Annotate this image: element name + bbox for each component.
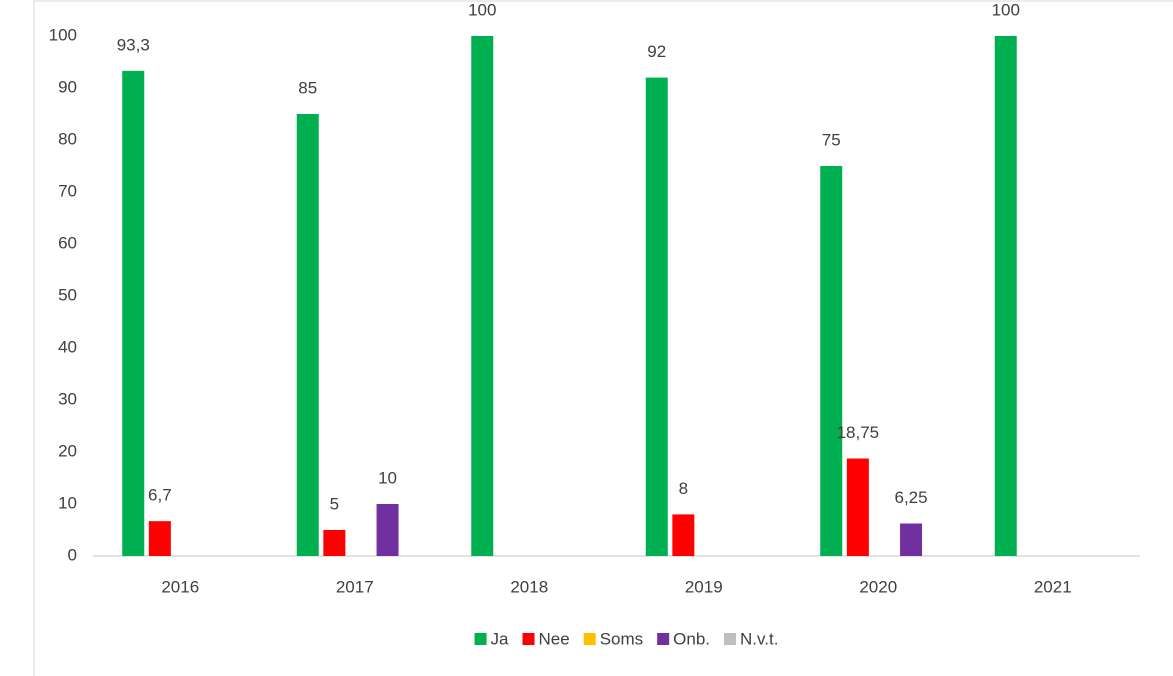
chart-frame <box>33 0 1173 676</box>
y-tick-label: 10 <box>58 493 77 512</box>
y-tick-label: 50 <box>58 285 77 304</box>
bar <box>471 36 494 556</box>
data-label: 93,3 <box>117 35 150 54</box>
bar <box>994 36 1017 556</box>
data-label: 92 <box>647 42 666 61</box>
bar <box>122 70 145 556</box>
data-label: 6,25 <box>895 488 928 507</box>
legend-swatch <box>657 633 670 645</box>
x-tick-label: 2021 <box>1034 577 1072 596</box>
legend-label: Ja <box>491 629 510 648</box>
data-label: 100 <box>992 0 1020 19</box>
bar <box>376 504 399 556</box>
y-tick-label: 90 <box>58 77 77 96</box>
y-tick-label: 100 <box>49 25 77 44</box>
y-tick-label: 60 <box>58 233 77 252</box>
data-label: 6,7 <box>148 486 172 505</box>
legend-swatch <box>724 633 737 645</box>
legend-swatch <box>522 633 535 645</box>
data-label: 18,75 <box>837 423 880 442</box>
legend-label: N.v.t. <box>740 629 778 648</box>
x-tick-label: 2017 <box>336 577 374 596</box>
bar <box>846 458 869 556</box>
y-tick-label: 30 <box>58 389 77 408</box>
data-label: 75 <box>822 130 841 149</box>
bar <box>900 523 923 556</box>
bar <box>672 514 695 556</box>
x-tick-label: 2020 <box>859 577 897 596</box>
legend-swatch <box>474 633 487 645</box>
data-label: 10 <box>378 468 397 487</box>
x-tick-label: 2016 <box>161 577 199 596</box>
y-tick-label: 20 <box>58 441 77 460</box>
bar <box>323 530 346 556</box>
data-label: 100 <box>468 0 496 19</box>
bar <box>820 166 843 556</box>
legend-label: Soms <box>600 629 643 648</box>
data-label: 8 <box>679 479 688 498</box>
bar <box>148 521 171 556</box>
data-label: 5 <box>330 494 339 513</box>
data-label: 85 <box>298 78 317 97</box>
y-tick-label: 70 <box>58 181 77 200</box>
legend-label: Onb. <box>673 629 710 648</box>
y-tick-label: 80 <box>58 129 77 148</box>
bar <box>296 114 319 556</box>
x-tick-label: 2018 <box>510 577 548 596</box>
legend-label: Nee <box>539 629 570 648</box>
bar <box>645 77 668 556</box>
y-tick-label: 40 <box>58 337 77 356</box>
x-tick-label: 2019 <box>685 577 723 596</box>
legend-swatch <box>583 633 596 645</box>
y-tick-label: 0 <box>68 545 77 564</box>
